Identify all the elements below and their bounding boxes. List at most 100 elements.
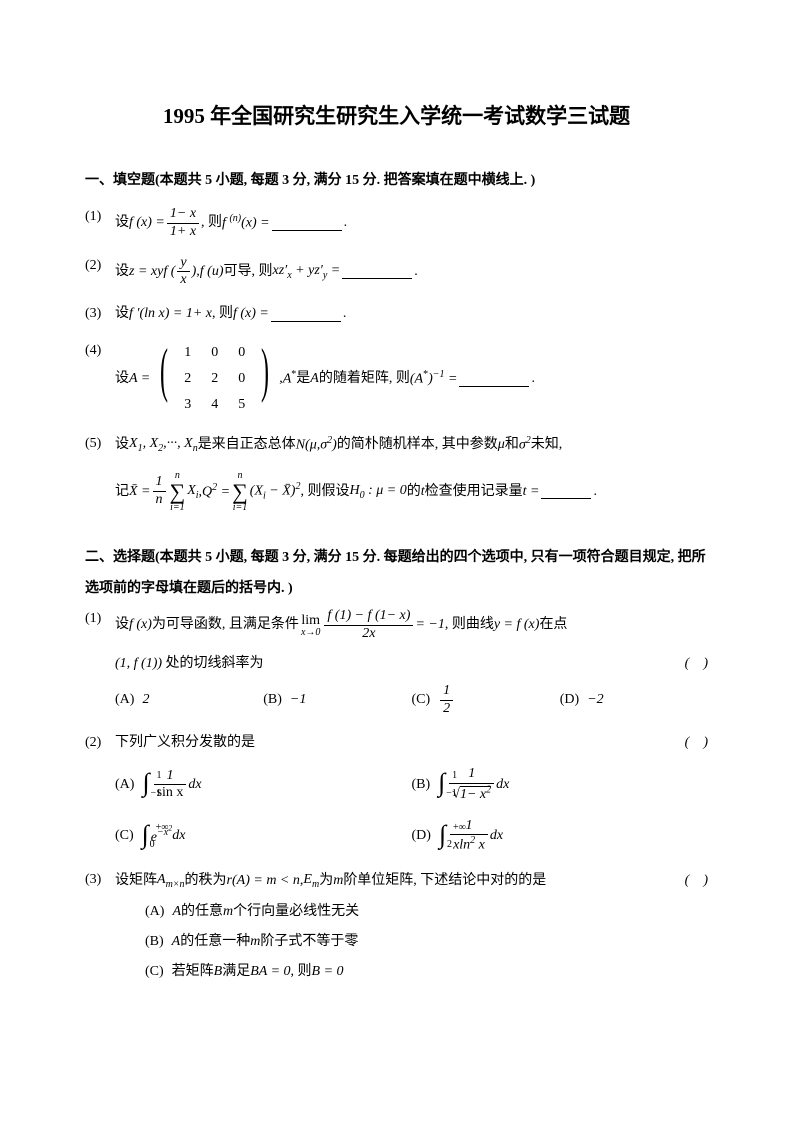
formula: f (x) = <box>233 303 269 325</box>
answer-blank[interactable] <box>459 372 529 387</box>
answer-blank[interactable] <box>272 216 342 231</box>
s2-q3: (3) 设矩阵 Am×n 的秩为 r(A) = m < n , Em 为 m 阶… <box>85 869 708 984</box>
s1-q3: (3) 设 f ′(ln x) = 1+ x , 则 f (x) = . <box>85 303 708 325</box>
text: 设 <box>115 261 129 283</box>
text: . <box>343 303 347 325</box>
formula: m <box>333 870 343 892</box>
formula: t = <box>523 481 540 503</box>
q-body: 设 X1, X2,···, Xn 是来自正态总体 N(μ,σ2) 的简朴随机样本… <box>115 433 708 513</box>
option-d[interactable]: (D) −2 <box>560 683 708 718</box>
formula: xz′x + yz′y = <box>272 260 340 284</box>
formula: Am×n <box>157 869 185 893</box>
formula: f (n)(x) = <box>222 211 270 235</box>
option-d[interactable]: (D) ∫+∞2 1 xln2 x dx <box>412 818 709 855</box>
answer-blank[interactable] <box>541 484 591 499</box>
formula: X̄ = <box>129 481 151 503</box>
q-num: (3) <box>85 869 115 891</box>
numerator: 1− x <box>167 206 199 224</box>
integral-icon: ∫1−1 <box>438 770 445 799</box>
text: 是来自正态总体 <box>198 434 296 456</box>
option-b[interactable]: (B) A 的任意一种 m 阶子式不等于零 <box>145 931 708 953</box>
s1-q1: (1) 设 f (x) = 1− x 1+ x , 则 f (n)(x) = . <box>85 206 708 241</box>
formula: μ <box>498 434 505 456</box>
formula: X1, X2,···, Xn <box>129 433 198 457</box>
denominator: 1+ x <box>167 224 199 241</box>
text: 下列广义积分发散的是 <box>115 732 255 754</box>
option-a[interactable]: (A) A 的任意 m 个行向量必线性无关 <box>145 901 708 923</box>
option-a[interactable]: (A) 2 <box>115 683 263 718</box>
integral-icon: ∫+∞0 <box>142 822 149 851</box>
fraction: 1 n <box>153 474 166 509</box>
text: . <box>531 368 535 390</box>
matrix: ( 100 220 345 ) <box>154 340 275 419</box>
s2-q2: (2) 下列广义积分发散的是 ( ) (A) ∫1−1 1 sin x dx (… <box>85 732 708 855</box>
text: 的秩为 <box>185 870 227 892</box>
fraction: y x <box>177 255 189 290</box>
text: 可导, 则 <box>223 261 272 283</box>
q-body: 设矩阵 Am×n 的秩为 r(A) = m < n , Em 为 m 阶单位矩阵… <box>115 869 708 984</box>
text: , 则曲线 <box>445 614 494 636</box>
text: 阶单位矩阵, 下述结论中对的的是 <box>343 870 546 892</box>
formula: f (u) <box>200 261 224 283</box>
q-num: (2) <box>85 255 115 277</box>
text: 为可导函数, 且满足条件 <box>152 614 299 636</box>
integral-icon: ∫+∞2 <box>439 822 446 851</box>
q-body: 设 z = xyf ( y x ), f (u) 可导, 则 xz′x + yz… <box>115 255 708 290</box>
formula: (Xi − X̄)2 <box>250 479 301 504</box>
answer-blank[interactable] <box>342 264 412 279</box>
answer-blank[interactable] <box>271 307 341 322</box>
text: . <box>414 261 418 283</box>
integral-icon: ∫1−1 <box>142 770 149 799</box>
text: , 则假设 <box>300 481 349 503</box>
answer-paren[interactable]: ( ) <box>685 732 708 754</box>
options-vertical: (A) A 的任意 m 个行向量必线性无关 (B) A 的任意一种 m 阶子式不… <box>115 901 708 984</box>
s1-q4: (4) 设 A = ( 100 220 345 ) , A* 是 A 的随着矩阵… <box>85 340 708 419</box>
formula: ,Q2 = <box>199 480 231 504</box>
formula: H0 : μ = 0 <box>349 480 406 504</box>
formula: = −1 <box>415 614 444 636</box>
text: 的简朴随机样本, 其中参数 <box>337 434 498 456</box>
formula: f (x) <box>129 614 152 636</box>
paren-left-icon: ( <box>160 340 168 419</box>
text: 设 <box>115 212 129 234</box>
formula: y = f (x) <box>494 614 540 636</box>
formula: A = <box>129 368 150 390</box>
section1-header: 一、填空题(本题共 5 小题, 每题 3 分, 满分 15 分. 把答案填在题中… <box>85 170 708 192</box>
paren-right-icon: ) <box>261 340 269 419</box>
exam-page: 1995 年全国研究生研究生入学统一考试数学三试题 一、填空题(本题共 5 小题… <box>0 0 793 1122</box>
text: . <box>344 212 348 234</box>
text: 设 <box>115 614 129 636</box>
formula: N(μ,σ2) <box>296 433 337 457</box>
answer-paren[interactable]: ( ) <box>685 653 708 675</box>
formula: f ′(ln x) = 1+ x <box>129 303 212 325</box>
option-b[interactable]: (B) −1 <box>263 683 411 718</box>
formula: (1, f (1)) <box>115 656 166 671</box>
formula: A <box>310 368 319 390</box>
q-num: (5) <box>85 433 115 455</box>
text: . <box>593 481 597 503</box>
formula: r(A) = m < n <box>227 870 300 892</box>
option-c[interactable]: (C) 1 2 <box>412 683 560 718</box>
numerator: y <box>177 255 189 273</box>
q-num: (1) <box>85 608 115 630</box>
q-body: 下列广义积分发散的是 ( ) (A) ∫1−1 1 sin x dx (B) ∫… <box>115 732 708 855</box>
text: 设 <box>115 303 129 325</box>
text: 的随着矩阵, 则 <box>319 368 410 390</box>
answer-paren[interactable]: ( ) <box>685 870 708 892</box>
s2-q1: (1) 设 f (x) 为可导函数, 且满足条件 lim x→0 f (1) −… <box>85 608 708 718</box>
fraction: f (1) − f (1− x) 2x <box>324 608 413 643</box>
q-body: 设 f (x) 为可导函数, 且满足条件 lim x→0 f (1) − f (… <box>115 608 708 718</box>
text: 设矩阵 <box>115 870 157 892</box>
formula: Em <box>303 869 319 893</box>
fraction: 1 2 <box>440 683 453 718</box>
option-b[interactable]: (B) ∫1−1 1 √1− x2 dx <box>412 766 709 803</box>
q-num: (4) <box>85 340 115 362</box>
limit-icon: lim x→0 <box>301 614 320 638</box>
option-c[interactable]: (C) 若矩阵 B 满足 BA = 0 , 则 B = 0 <box>145 961 708 983</box>
q-body: 设 f ′(ln x) = 1+ x , 则 f (x) = . <box>115 303 708 325</box>
option-c[interactable]: (C) ∫+∞0 e−x2 dx <box>115 818 412 855</box>
formula: z = xyf ( <box>129 261 175 283</box>
option-a[interactable]: (A) ∫1−1 1 sin x dx <box>115 766 412 803</box>
text: 为 <box>319 870 333 892</box>
text: 处的切线斜率为 <box>166 656 264 671</box>
